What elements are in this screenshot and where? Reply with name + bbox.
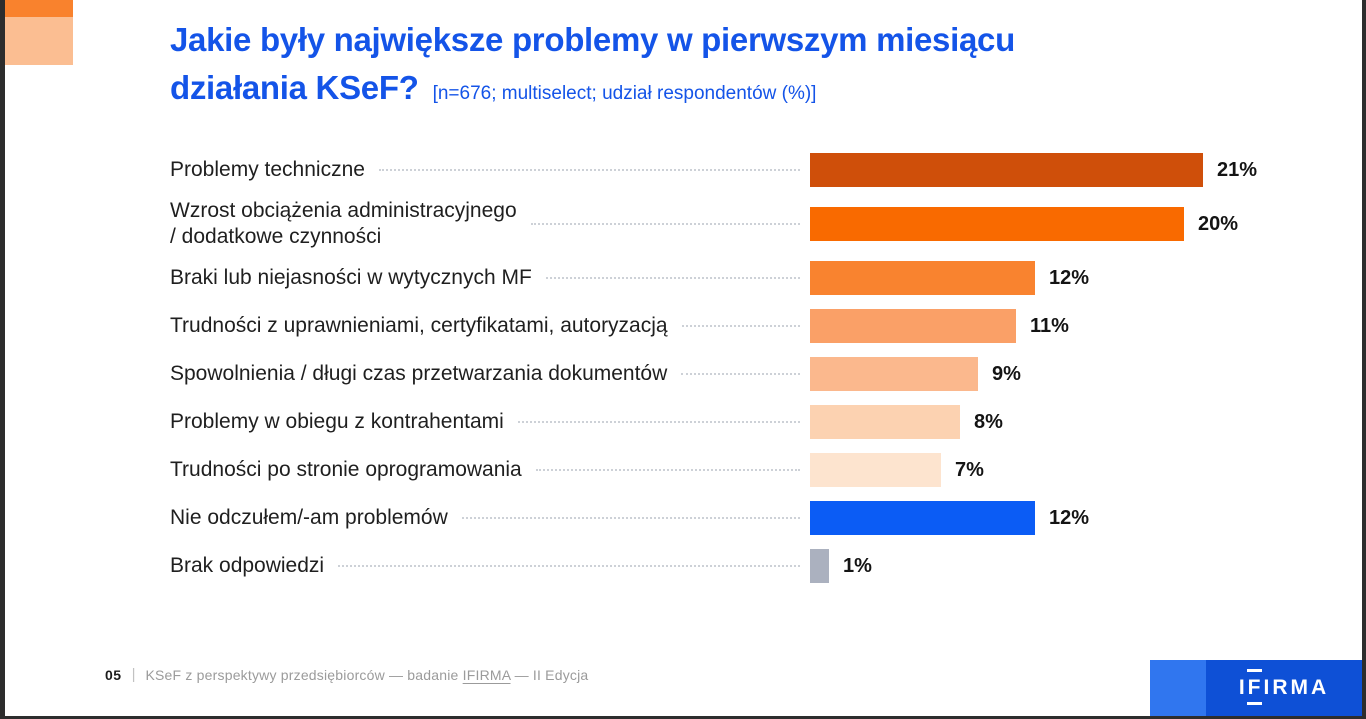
bar (810, 153, 1203, 187)
bar (810, 207, 1184, 241)
logo-letter-i: I (1238, 676, 1248, 699)
leader-line (517, 421, 800, 423)
bar (810, 261, 1035, 295)
category-label-wrap: Trudności po stronie oprogramowania (170, 453, 810, 487)
logo-main-panel: I F IRMA (1206, 660, 1362, 716)
decor-square-dark-orange (5, 0, 73, 17)
bar (810, 549, 829, 583)
frame-edge-left (0, 0, 5, 719)
value-label: 21% (1217, 158, 1258, 181)
category-label: Wzrost obciążenia administracyjnego / do… (170, 199, 517, 248)
category-label: Problemy techniczne (170, 158, 365, 181)
value-label: 12% (1049, 506, 1090, 529)
leader-line (378, 169, 800, 171)
bar-area: 20% (810, 207, 1310, 241)
logo-letters-rest: IRMA (1263, 676, 1330, 699)
category-label-wrap: Brak odpowiedzi (170, 549, 810, 583)
frame-edge-right (1362, 0, 1366, 719)
footer-caption: KSeF z perspektywy przedsiębiorców — bad… (145, 667, 588, 683)
bar-area: 9% (810, 357, 1310, 391)
category-label: Spowolnienia / długi czas przetwarzania … (170, 362, 668, 385)
footer-caption-pre: KSeF z perspektywy przedsiębiorców — bad… (145, 666, 463, 683)
bar-area: 8% (810, 405, 1310, 439)
page-title-line2-text: działania KSeF? (170, 69, 419, 106)
bar (810, 309, 1016, 343)
value-label: 12% (1049, 266, 1090, 289)
value-label: 8% (974, 410, 1003, 433)
bar-area: 7% (810, 453, 1310, 487)
bar (810, 405, 960, 439)
frame-edge-bottom (0, 716, 1366, 719)
chart-row: Braki lub niejasności w wytycznych MF 12% (170, 254, 1310, 302)
bar-area: 12% (810, 261, 1310, 295)
value-label: 11% (1030, 314, 1069, 337)
leader-line (535, 469, 800, 471)
logo-accent-square (1150, 660, 1206, 716)
category-label: Nie odczułem/-am problemów (170, 506, 448, 529)
value-label: 20% (1198, 212, 1239, 235)
category-label-wrap: Wzrost obciążenia administracyjnego / do… (170, 194, 810, 254)
decor-square-light-orange (5, 17, 73, 65)
chart-row: Brak odpowiedzi 1% (170, 542, 1310, 590)
chart-row: Spowolnienia / długi czas przetwarzania … (170, 350, 1310, 398)
leader-line (461, 517, 800, 519)
footer-divider: | (131, 666, 136, 683)
footer: 05 | KSeF z perspektywy przedsiębiorców … (105, 666, 588, 683)
logo-letter-f: F (1246, 669, 1264, 705)
chart-row: Problemy w obiegu z kontrahentami 8% (170, 398, 1310, 446)
leader-line (530, 223, 800, 225)
page-title-line1: Jakie były największe problemy w pierwsz… (170, 21, 1015, 58)
ifirma-logo: I F IRMA (1150, 660, 1362, 716)
leader-line (545, 277, 800, 279)
category-label: Brak odpowiedzi (170, 554, 325, 577)
category-label-wrap: Problemy w obiegu z kontrahentami (170, 405, 810, 439)
bar (810, 357, 978, 391)
value-label: 7% (955, 458, 984, 481)
chart-row: Trudności po stronie oprogramowania 7% (170, 446, 1310, 494)
bar-chart: Problemy techniczne 21% Wzrost obciążenia … (170, 146, 1310, 590)
bar-area: 1% (810, 549, 1310, 583)
ifirma-link[interactable]: IFIRMA (462, 666, 511, 683)
bar-area: 21% (810, 153, 1310, 187)
category-label-wrap: Nie odczułem/-am problemów (170, 501, 810, 535)
chart-row: Trudności z uprawnieniami, certyfikatami… (170, 302, 1310, 350)
category-label: Trudności po stronie oprogramowania (170, 458, 522, 481)
bar (810, 501, 1035, 535)
survey-note: [n=676; multiselect; udział respondentów… (432, 83, 817, 104)
logo-wordmark: I F IRMA (1238, 669, 1330, 705)
page-number: 05 (105, 666, 122, 683)
bar-area: 12% (810, 501, 1310, 535)
leader-line (681, 325, 800, 327)
category-label-wrap: Trudności z uprawnieniami, certyfikatami… (170, 309, 810, 343)
page-title-line2: działania KSeF? [n=676; multiselect; udzi… (170, 64, 1300, 118)
chart-row: Nie odczułem/-am problemów 12% (170, 494, 1310, 542)
chart-row: Problemy techniczne 21% (170, 146, 1310, 194)
leader-line (681, 373, 800, 375)
category-label: Problemy w obiegu z kontrahentami (170, 410, 504, 433)
value-label: 9% (992, 362, 1021, 385)
bar-area: 11% (810, 309, 1310, 343)
leader-line (338, 565, 800, 567)
value-label: 1% (843, 554, 872, 577)
footer-caption-post: — II Edycja (510, 666, 589, 683)
category-label-wrap: Problemy techniczne (170, 153, 810, 187)
chart-row: Wzrost obciążenia administracyjnego / do… (170, 194, 1310, 254)
category-label: Trudności z uprawnieniami, certyfikatami… (170, 314, 668, 337)
category-label: Braki lub niejasności w wytycznych MF (170, 266, 532, 289)
category-label-wrap: Braki lub niejasności w wytycznych MF (170, 261, 810, 295)
category-label-wrap: Spowolnienia / długi czas przetwarzania … (170, 357, 810, 391)
header: Jakie były największe problemy w pierwsz… (170, 16, 1300, 118)
bar (810, 453, 941, 487)
